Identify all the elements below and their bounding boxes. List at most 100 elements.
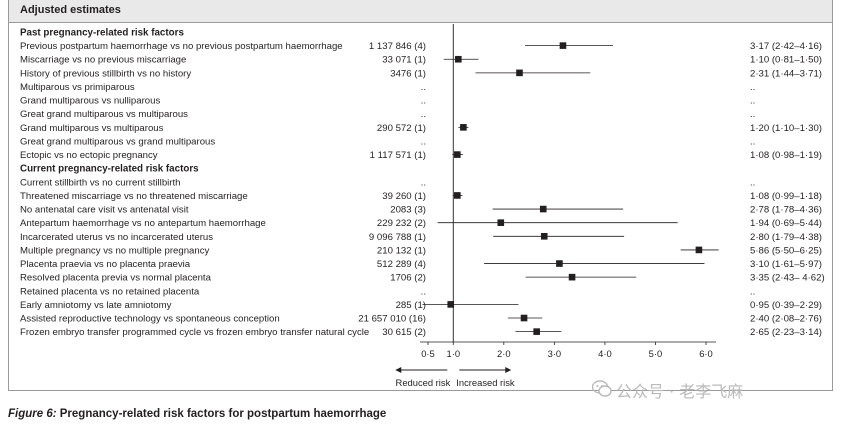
- row-estimate-text: 2·78 (1·78–4·36): [750, 205, 822, 216]
- figure-caption: Figure 6: Pregnancy-related risk factors…: [8, 408, 386, 420]
- row-sample-size: 21 657 010 (16): [358, 314, 426, 325]
- row-estimate-text: 2·40 (2·08–2·76): [750, 314, 822, 325]
- x-tick-label: 2·0: [497, 348, 511, 359]
- row-label: Grand multiparous vs nulliparous: [20, 96, 160, 107]
- x-tick-label: 0·5: [421, 348, 435, 359]
- row-sample-size: ..: [421, 96, 426, 107]
- row-estimate-text: 1·94 (0·69–5·44): [750, 218, 822, 229]
- x-tick-label: 5·0: [649, 348, 663, 359]
- point-estimate: [556, 260, 563, 267]
- row-sample-size: 33 071 (1): [382, 55, 426, 66]
- row-sample-size: ..: [421, 82, 426, 93]
- row-sample-size: 512 289 (4): [377, 259, 426, 270]
- point-estimate: [520, 314, 528, 322]
- row-label: Current stillbirth vs no current stillbi…: [20, 177, 180, 188]
- row-sample-size: ..: [421, 109, 426, 120]
- increased-risk-label: Increased risk: [456, 377, 515, 388]
- row-sample-size: ..: [421, 286, 426, 297]
- row-estimate-text: ..: [750, 286, 755, 297]
- row-estimate-text: ..: [750, 82, 755, 93]
- row-label: Previous postpartum haemorrhage vs no pr…: [20, 41, 343, 52]
- row-estimate-text: 3·10 (1·61–5·97): [750, 259, 822, 270]
- row-label: No antenatal care visit vs antenatal vis…: [20, 205, 189, 216]
- point-estimate: [516, 69, 523, 77]
- row-label: Frozen embryo transfer programmed cycle …: [20, 327, 369, 338]
- row-sample-size: 30 615 (2): [382, 327, 426, 338]
- row-label: Antepartum haemorrhage vs no antepartum …: [20, 218, 266, 229]
- row-label: Placenta praevia vs no placenta praevia: [20, 259, 191, 270]
- row-sample-size: 2083 (3): [390, 205, 426, 216]
- row-estimate-text: 3·35 (2·43– 4·62): [750, 273, 825, 284]
- figure-panel: Adjusted estimates: [8, 0, 833, 391]
- row-sample-size: ..: [421, 177, 426, 188]
- row-estimate-text: 1·08 (0·98–1·19): [750, 150, 822, 161]
- row-sample-size: 3476 (1): [390, 68, 426, 79]
- row-sample-size: 1 117 571 (1): [370, 150, 426, 161]
- row-sample-size: 1 137 846 (4): [369, 41, 426, 52]
- point-estimate: [454, 151, 461, 158]
- row-sample-size: 9 096 788 (1): [369, 232, 426, 243]
- row-label: Miscarriage vs no previous miscarriage: [20, 55, 186, 66]
- row-label: Assisted reproductive technology vs spon…: [20, 314, 280, 325]
- row-estimate-text: 5·86 (5·50–6·25): [750, 245, 822, 256]
- row-estimate-text: 0·95 (0·39–2·29): [750, 300, 822, 311]
- row-label: Great grand multiparous vs multiparous: [20, 109, 188, 120]
- row-label: Threatened miscarriage vs no threatened …: [20, 191, 248, 202]
- row-estimate-text: 1·10 (0·81–1·50): [750, 55, 822, 66]
- reduced-risk-label: Reduced risk: [396, 377, 451, 388]
- row-sample-size: 1706 (2): [390, 273, 426, 284]
- point-estimate: [533, 328, 540, 335]
- section-heading: Current pregnancy-related risk factors: [20, 164, 199, 175]
- caption-title: Pregnancy-related risk factors for postp…: [59, 408, 387, 420]
- row-label: Early amniotomy vs late amniotomy: [20, 300, 172, 311]
- point-estimate: [540, 233, 548, 240]
- row-label: Multiple pregnancy vs no multiple pregna…: [20, 245, 210, 256]
- row-sample-size: 210 132 (1): [377, 245, 426, 256]
- row-label: Resolved placenta previa vs normal place…: [20, 273, 212, 284]
- watermark-text: 公众号 · 老李飞麻: [616, 382, 744, 401]
- point-estimate: [497, 219, 505, 226]
- row-estimate-text: 3·17 (2·42–4·16): [750, 41, 822, 52]
- point-estimate: [695, 246, 703, 254]
- row-label: History of previous stillbirth vs no his…: [20, 68, 191, 79]
- point-estimate: [559, 42, 567, 49]
- row-sample-size: 229 232 (2): [377, 218, 426, 229]
- row-estimate-text: 1·20 (1·10–1·30): [750, 123, 822, 134]
- row-estimate-text: 1·08 (0·99–1·18): [750, 191, 822, 202]
- point-estimate: [460, 124, 467, 131]
- x-tick-label: 6·0: [699, 348, 713, 359]
- row-label: Grand multiparous vs multiparous: [20, 123, 164, 134]
- row-estimate-text: ..: [750, 177, 755, 188]
- increased-risk-arrowhead: [505, 367, 512, 373]
- forest-plot: Past pregnancy-related risk factors Previ…: [20, 24, 825, 388]
- section-heading: Past pregnancy-related risk factors: [20, 28, 184, 39]
- panel-title: Adjusted estimates: [20, 4, 121, 16]
- point-estimate: [568, 273, 576, 281]
- row-estimate-text: 2·65 (2·23–3·14): [750, 327, 822, 338]
- row-estimate-text: ..: [750, 109, 755, 120]
- watermark: 公众号 · 老李飞麻: [592, 378, 743, 402]
- panel-header: Adjusted estimates: [9, 0, 832, 23]
- point-estimate: [447, 301, 455, 308]
- point-estimate: [539, 205, 547, 213]
- row-estimate-text: 2·80 (1·79–4·38): [750, 232, 822, 243]
- row-sample-size: ..: [421, 136, 426, 147]
- x-tick-label: 1·0: [446, 348, 460, 359]
- point-estimate: [454, 192, 461, 199]
- row-label: Great grand multiparous vs grand multipa…: [20, 136, 215, 147]
- row-label: Retained placenta vs no retained placent…: [20, 286, 200, 297]
- row-estimate-text: ..: [750, 136, 755, 147]
- row-label: Multiparous vs primiparous: [20, 82, 135, 93]
- row-sample-size: 285 (1): [396, 300, 426, 311]
- wechat-icon: [592, 380, 612, 397]
- reduced-risk-arrowhead: [395, 367, 402, 373]
- x-tick-label: 4·0: [598, 348, 612, 359]
- row-sample-size: 290 572 (1): [377, 123, 426, 134]
- point-estimate: [455, 55, 462, 63]
- row-estimate-text: 2·31 (1·44–3·71): [750, 68, 822, 79]
- caption-label: Figure 6:: [8, 408, 57, 420]
- row-label: Incarcerated uterus vs no incarcerated u…: [20, 232, 213, 243]
- row-sample-size: 39 260 (1): [382, 191, 426, 202]
- row-estimate-text: ..: [750, 96, 755, 107]
- x-tick-label: 3·0: [548, 348, 562, 359]
